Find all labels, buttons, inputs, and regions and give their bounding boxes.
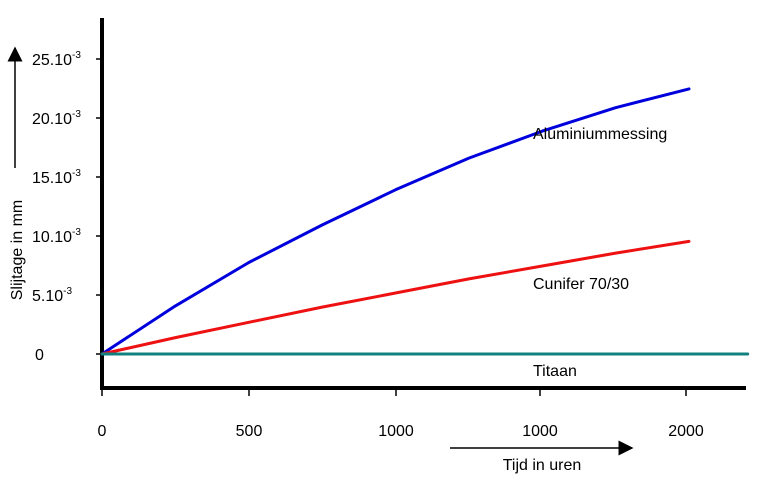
y-tick-label: 5.10-3 — [32, 286, 72, 305]
x-tick-label: 1000 — [378, 423, 414, 440]
y-tick-exponent: -3 — [63, 286, 72, 297]
y-tick-base: 5.10 — [32, 288, 63, 305]
y-tick-base: 25.10 — [32, 52, 72, 69]
y-tick-base: 15.10 — [32, 170, 72, 187]
series-label: Titaan — [533, 363, 577, 380]
y-tick-base: 20.10 — [32, 111, 72, 128]
x-tick-label: 1000 — [522, 423, 558, 440]
y-tick-label: 0 — [35, 347, 44, 364]
series-line-cunifer-70-30 — [100, 239, 691, 356]
series-label: Cunifer 70/30 — [533, 276, 629, 293]
y-tick-label: 10.10-3 — [32, 227, 81, 246]
y-tick-base: 0 — [35, 347, 44, 364]
x-axis-label: Tijd in uren — [503, 457, 582, 474]
y-tick-label: 25.10-3 — [32, 50, 81, 69]
x-tick-label: 2000 — [668, 423, 704, 440]
y-tick-base: 10.10 — [32, 229, 72, 246]
y-tick-exponent: -3 — [72, 168, 81, 179]
y-tick-label: 20.10-3 — [32, 109, 81, 128]
y-tick-exponent: -3 — [72, 50, 81, 61]
series-label: Aluminiummessing — [533, 126, 667, 143]
y-tick-exponent: -3 — [72, 227, 81, 238]
y-tick-exponent: -3 — [72, 109, 81, 120]
y-tick-label: 15.10-3 — [32, 168, 81, 187]
x-tick-label: 0 — [98, 423, 107, 440]
x-tick-label: 500 — [236, 423, 263, 440]
series-line-aluminiummessing — [100, 87, 691, 356]
y-axis-label: Slijtage in mm — [9, 200, 26, 300]
